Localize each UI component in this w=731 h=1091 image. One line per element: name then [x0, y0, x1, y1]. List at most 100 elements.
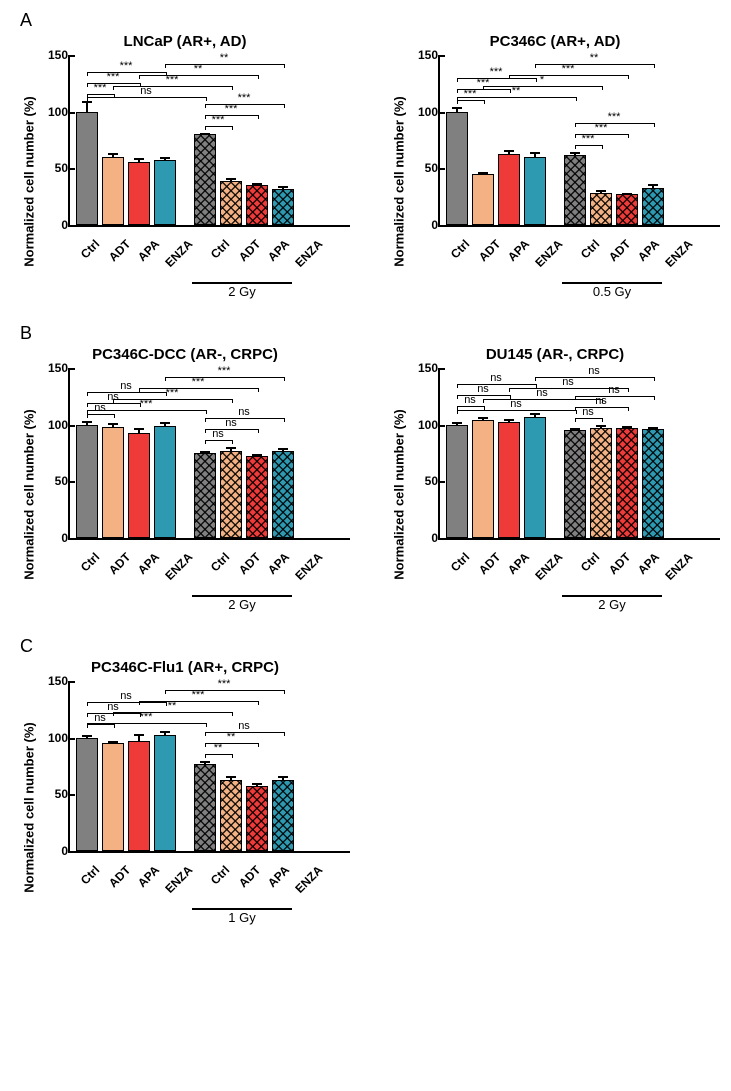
x-tick-label: Ctrl — [204, 853, 229, 908]
row-b: PC346C-DCC (AR-, CRPC) Normalized cell nu… — [20, 346, 731, 621]
bar-group — [76, 425, 176, 538]
y-tick: 50 — [404, 162, 438, 174]
x-tick-label: ENZA — [291, 853, 316, 908]
plot-area: 050100150nsnsnsnsnsnsnsnsnsns — [438, 368, 720, 540]
significance-bracket — [87, 83, 141, 87]
significance-label: ns — [536, 388, 548, 399]
bar — [446, 112, 468, 225]
significance-bracket — [87, 724, 115, 728]
section-label-a: A — [20, 10, 731, 31]
significance-bracket — [165, 64, 285, 68]
significance-label: ns — [490, 373, 502, 384]
x-tick-label: Ctrl — [74, 540, 99, 595]
significance-bracket — [457, 78, 537, 82]
significance-bracket — [483, 86, 603, 90]
x-tick-label: ADT — [603, 227, 628, 282]
error-bar — [282, 448, 284, 451]
bar-group — [76, 735, 176, 851]
bar — [220, 451, 242, 538]
plot-area: 050100150******************ns******* — [68, 55, 350, 227]
plot-outer: Normalized cell number (%)050100150*****… — [20, 55, 350, 308]
significance-bracket — [139, 701, 259, 705]
significance-bracket — [457, 410, 577, 414]
error-bar — [600, 425, 602, 430]
row-a: LNCaP (AR+, AD)Normalized cell number (%… — [20, 33, 731, 308]
significance-bracket — [113, 712, 233, 716]
x-tick-label: ADT — [233, 853, 258, 908]
significance-bracket — [87, 94, 115, 98]
y-tick: 100 — [34, 419, 68, 431]
x-tick-label: ADT — [233, 540, 258, 595]
error-bar — [534, 413, 536, 418]
bars-row — [440, 417, 720, 538]
x-tick-label: ADT — [103, 540, 128, 595]
dose-label: 2 Gy — [228, 284, 255, 299]
significance-label: *** — [192, 377, 205, 388]
x-tick-label: Ctrl — [204, 540, 229, 595]
plot-body: 050100150nsnsns****ns***********CtrlADTA… — [38, 681, 350, 934]
group-gap — [556, 227, 574, 282]
bar — [102, 157, 124, 225]
y-tick: 100 — [34, 106, 68, 118]
chart-title: PC346C-DCC (AR-, CRPC) — [20, 346, 350, 363]
x-tick-label: ENZA — [531, 540, 556, 595]
plot-body: 050100150nsnsnsnsnsns************CtrlADT… — [38, 368, 350, 621]
x-tick-label: Ctrl — [74, 227, 99, 282]
y-tick: 150 — [34, 49, 68, 61]
x-tick-label: APA — [502, 540, 527, 595]
error-bar — [256, 454, 258, 457]
ylabel-wrap: Normalized cell number (%) — [20, 55, 38, 308]
chart-block: PC346C-Flu1 (AR+, CRPC)Normalized cell n… — [20, 659, 350, 934]
y-tick: 150 — [34, 362, 68, 374]
x-tick-label: APA — [132, 227, 157, 282]
plot-body: 050100150nsnsnsnsnsnsnsnsnsnsCtrlADTAPAE… — [408, 368, 720, 621]
significance-bracket — [457, 384, 537, 388]
bar-group — [564, 155, 664, 225]
significance-label: ns — [107, 392, 119, 403]
bar — [446, 425, 468, 538]
significance-label: *** — [238, 93, 251, 104]
xticks-group: CtrlADTAPAENZA — [574, 227, 686, 282]
significance-bracket — [457, 97, 577, 101]
chart-block: PC346C-DCC (AR-, CRPC) Normalized cell nu… — [20, 346, 350, 621]
significance-bracket — [87, 392, 167, 396]
dose-label: 0.5 Gy — [593, 284, 631, 299]
x-ticks-row: CtrlADTAPAENZACtrlADTAPAENZA — [68, 853, 350, 908]
significance-bracket — [575, 396, 655, 400]
significance-label: ** — [220, 53, 229, 64]
bar — [272, 451, 294, 538]
significance-bracket — [87, 97, 207, 101]
chart-title: DU145 (AR-, CRPC) — [390, 346, 720, 363]
bar-group — [564, 428, 664, 538]
significance-bracket — [87, 414, 115, 418]
bar — [498, 154, 520, 225]
chart-block: DU145 (AR-, CRPC) Normalized cell number … — [390, 346, 720, 621]
x-tick-label: ADT — [233, 227, 258, 282]
significance-label: *** — [140, 712, 153, 723]
significance-label: ns — [140, 86, 152, 97]
y-axis-label: Normalized cell number (%) — [22, 409, 37, 579]
bar — [194, 764, 216, 851]
error-bar — [456, 107, 458, 113]
significance-bracket — [457, 406, 485, 410]
significance-bracket — [165, 690, 285, 694]
error-bar — [534, 152, 536, 158]
y-tick: 50 — [34, 475, 68, 487]
significance-label: ns — [120, 691, 132, 702]
error-bar — [282, 186, 284, 189]
significance-bracket — [205, 104, 285, 108]
error-bar — [204, 133, 206, 135]
x-tick-label: ADT — [603, 540, 628, 595]
significance-label: ns — [238, 407, 250, 418]
error-bar — [86, 421, 88, 426]
x-tick-label: APA — [132, 853, 157, 908]
bar — [564, 430, 586, 538]
significance-label: ns — [107, 702, 119, 713]
bar — [472, 174, 494, 225]
y-tick: 0 — [34, 845, 68, 857]
x-tick-label: APA — [262, 853, 287, 908]
y-axis-label: Normalized cell number (%) — [392, 409, 407, 579]
bar — [154, 735, 176, 851]
error-bar — [574, 152, 576, 155]
significance-label: ns — [238, 721, 250, 732]
